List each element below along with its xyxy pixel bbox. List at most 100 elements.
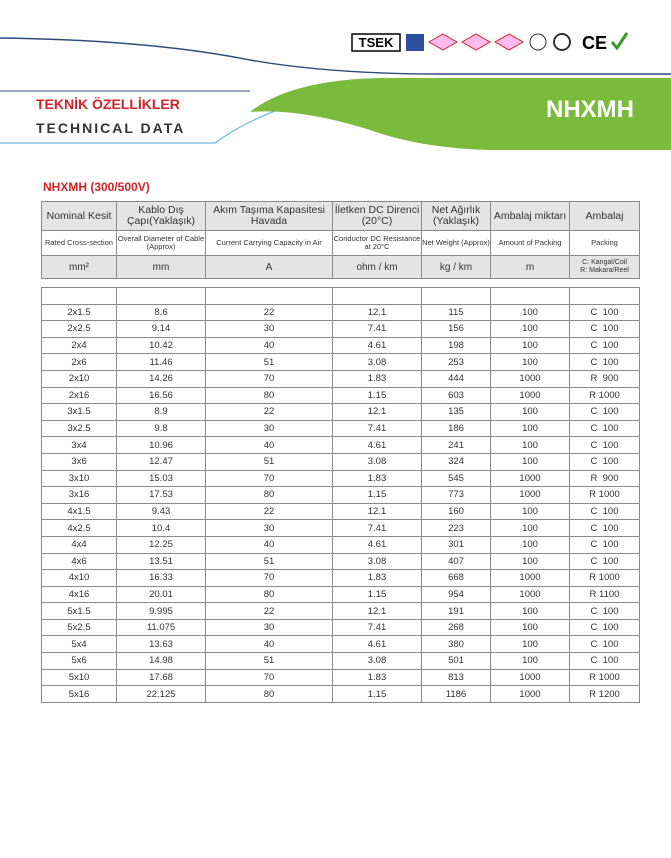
table-header: Nominal Kesit Kablo Dış Çapı(Yaklaşık) Akı… <box>41 201 640 279</box>
cell: 70 <box>205 369 333 388</box>
cell: 160 <box>421 502 491 521</box>
data-row: 5x6 14.98 51 3.08 501 100 C 100 <box>41 652 640 670</box>
cell: 1.83 <box>332 668 422 687</box>
packing-legend: C: Kangal/Coil R: Makara/Reel <box>569 255 640 279</box>
cell: 7.41 <box>332 618 422 637</box>
title-en: TECHNICAL DATA <box>36 120 185 136</box>
cell: 30 <box>205 519 333 537</box>
cell: 241 <box>421 436 491 454</box>
cell: 100 <box>490 452 570 471</box>
cell: 17.53 <box>116 486 206 504</box>
data-row: 4x6 13.51 51 3.08 407 100 C 100 <box>41 552 640 571</box>
cell: 156 <box>421 320 491 338</box>
cell: 7.41 <box>332 519 422 537</box>
cell: 100 <box>490 353 570 371</box>
cell: 4.61 <box>332 336 422 355</box>
cell: 773 <box>421 486 491 504</box>
cell: C 100 <box>569 552 640 571</box>
cell: R 1000 <box>569 668 640 687</box>
cell: 70 <box>205 469 333 488</box>
cell: 1000 <box>490 585 570 604</box>
cell: 3x2.5 <box>41 419 117 438</box>
cell: C 100 <box>569 502 640 521</box>
cell: C 100 <box>569 519 640 537</box>
cell: 12.47 <box>116 452 206 471</box>
cell: 10.4 <box>116 519 206 537</box>
cell: C 100 <box>569 303 640 322</box>
cell: R 1200 <box>569 685 640 703</box>
cell: R 1000 <box>569 386 640 405</box>
title-tr: TEKNİK ÖZELLİKLER <box>36 96 180 112</box>
cell: 11.46 <box>116 353 206 371</box>
cell: 100 <box>490 635 570 654</box>
cell: 198 <box>421 336 491 355</box>
cell: 2x16 <box>41 386 117 405</box>
cell: 100 <box>490 303 570 322</box>
curve-line <box>0 37 671 75</box>
cell: 603 <box>421 386 491 405</box>
legend-line: R: Makara/Reel <box>580 267 629 274</box>
cell: C 100 <box>569 353 640 371</box>
cell: 40 <box>205 336 333 355</box>
cell: 80 <box>205 486 333 504</box>
cell: 4.61 <box>332 635 422 654</box>
product-name: NHXMH <box>546 96 634 123</box>
cell: 5x2.5 <box>41 618 117 637</box>
cell: 1000 <box>490 685 570 703</box>
data-row: 4x16 20.01 80 1.15 954 1000 R 1100 <box>41 585 640 604</box>
cell: 70 <box>205 668 333 687</box>
cell: 51 <box>205 552 333 571</box>
column-subtitle: Current Carrying Capacity in Air <box>205 230 333 256</box>
cell: 7.41 <box>332 419 422 438</box>
cell: 2x2.5 <box>41 320 117 338</box>
column-subtitle: Conductor DC Resistance at 20°C <box>332 230 422 256</box>
cell: 80 <box>205 685 333 703</box>
cell: 3.08 <box>332 652 422 670</box>
cell: 1000 <box>490 386 570 405</box>
cell: 11.075 <box>116 618 206 637</box>
tsek-box <box>351 33 401 52</box>
cell: 100 <box>490 436 570 454</box>
cell: 12.1 <box>332 403 422 421</box>
cell: 3.08 <box>332 353 422 371</box>
cell: 9.8 <box>116 419 206 438</box>
cell: 100 <box>490 535 570 554</box>
cell: 8.9 <box>116 403 206 421</box>
cell: 80 <box>205 585 333 604</box>
column-subtitle: Net Weight (Approx) <box>421 230 491 256</box>
logos <box>427 33 525 51</box>
cell: R 900 <box>569 469 640 488</box>
unit: mm <box>116 255 206 279</box>
cell: C 100 <box>569 336 640 355</box>
data-row: 5x1.5 9.995 22 12.1 191 100 C 100 <box>41 602 640 620</box>
data-row: 4x2.5 10.4 30 7.41 223 100 C 100 <box>41 519 640 537</box>
cell: 2x6 <box>41 353 117 371</box>
column-title: Nominal Kesit <box>41 201 117 231</box>
cell: 407 <box>421 552 491 571</box>
tsek-logo: TSEK <box>359 35 394 50</box>
cell: 5x4 <box>41 635 117 654</box>
data-row: 3x6 12.47 51 3.08 324 100 C 100 <box>41 452 640 471</box>
header-row: Rated Cross-section Overall Diameter of C… <box>41 230 640 256</box>
cell: 501 <box>421 652 491 670</box>
cell: 10.42 <box>116 336 206 355</box>
cell: 13.63 <box>116 635 206 654</box>
cell <box>332 287 422 305</box>
cell: 22.125 <box>116 685 206 703</box>
cell: 5x16 <box>41 685 117 703</box>
cell: 100 <box>490 602 570 620</box>
cell: 268 <box>421 618 491 637</box>
column-subtitle: Packing <box>569 230 640 256</box>
cell: 100 <box>490 552 570 571</box>
cell: 14.98 <box>116 652 206 670</box>
cell: 100 <box>490 403 570 421</box>
cell: C 100 <box>569 602 640 620</box>
cell: 30 <box>205 618 333 637</box>
cell: 30 <box>205 320 333 338</box>
cell: 3.08 <box>332 452 422 471</box>
cell: C 100 <box>569 436 640 454</box>
column-title: Kablo Dış Çapı(Yaklaşık) <box>116 201 206 231</box>
cell: 17.68 <box>116 668 206 687</box>
cell: 1.83 <box>332 469 422 488</box>
cell <box>205 287 333 305</box>
